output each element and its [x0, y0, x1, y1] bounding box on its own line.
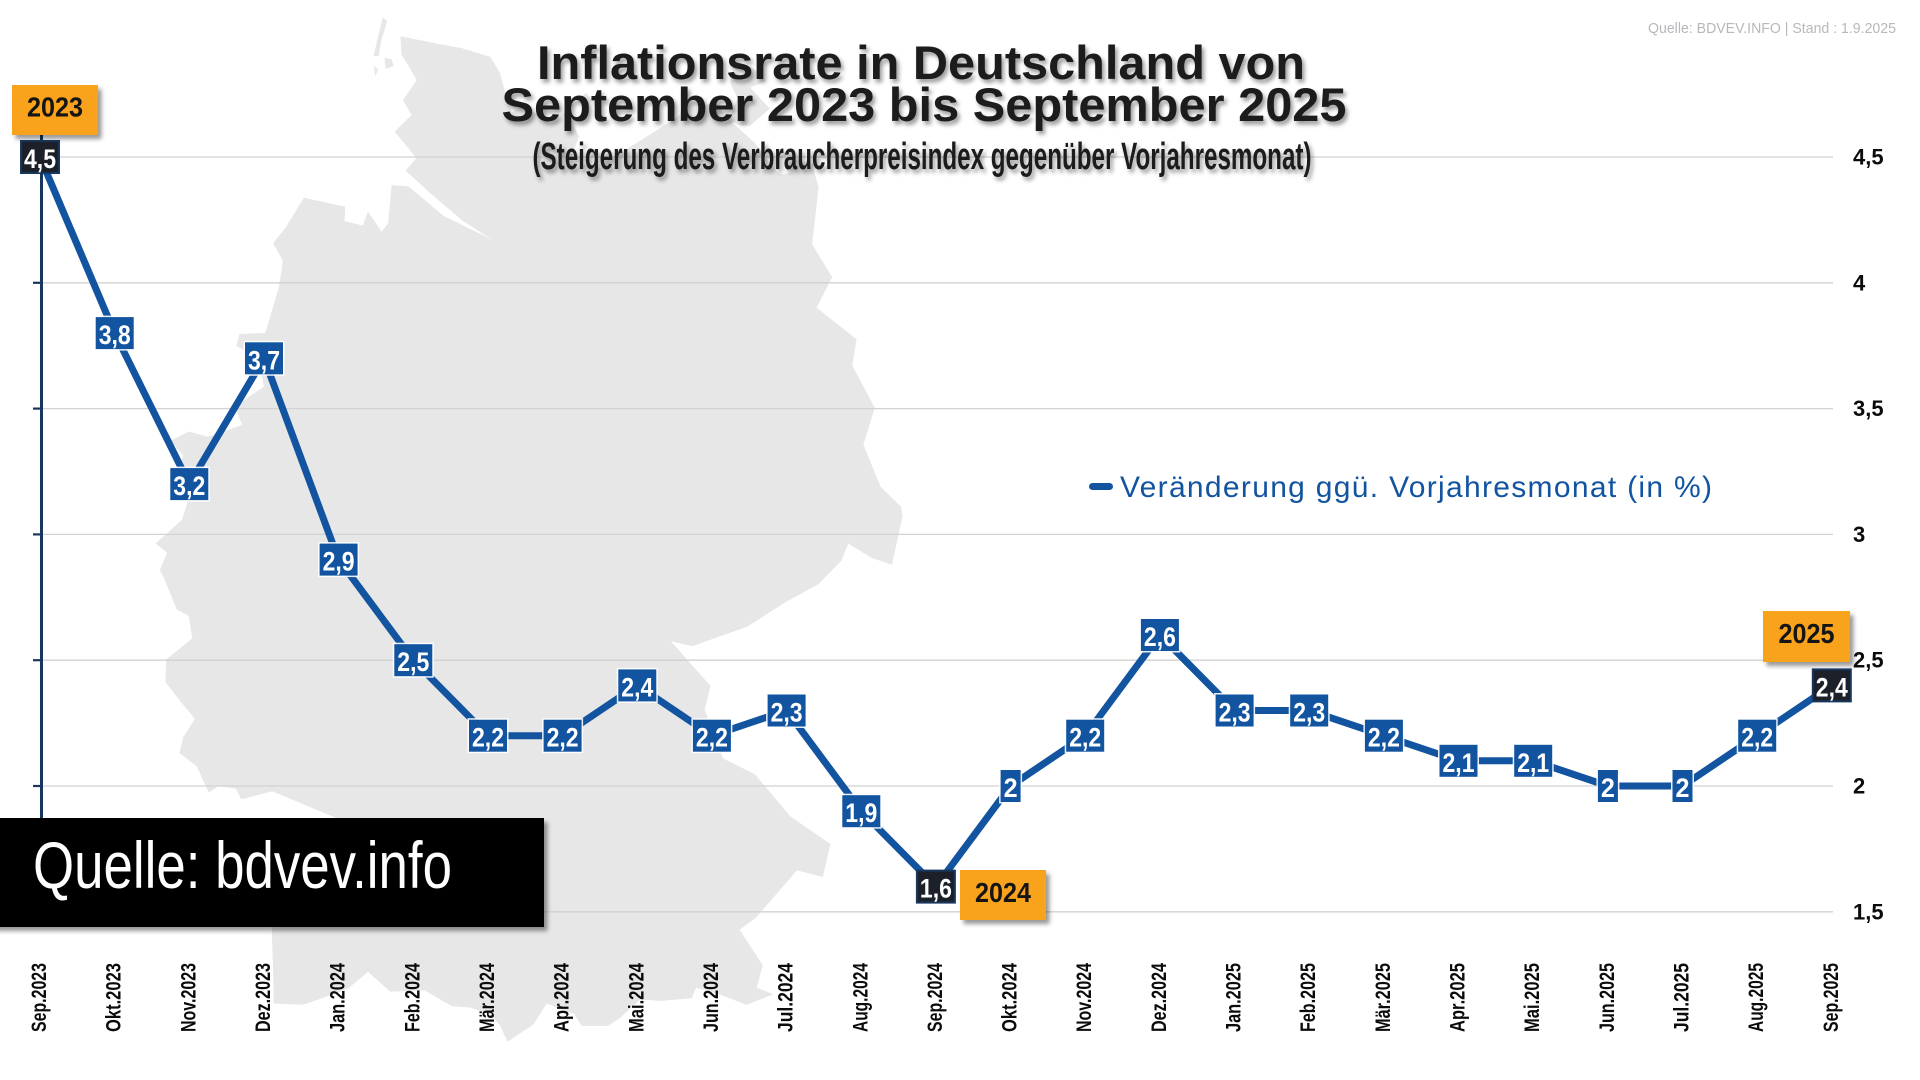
svg-text:Dez.2024: Dez.2024	[1148, 963, 1171, 1032]
svg-text:2,5: 2,5	[1853, 648, 1884, 673]
svg-text:3,8: 3,8	[99, 320, 131, 350]
svg-text:2,3: 2,3	[771, 698, 803, 728]
svg-text:2024: 2024	[975, 877, 1031, 908]
svg-text:2,9: 2,9	[323, 547, 355, 577]
svg-text:4,5: 4,5	[24, 144, 56, 174]
svg-text:Sep.2024: Sep.2024	[924, 963, 947, 1032]
svg-text:3,5: 3,5	[1853, 396, 1884, 421]
svg-text:2: 2	[1004, 773, 1018, 803]
svg-text:1,9: 1,9	[845, 798, 877, 828]
svg-text:2,6: 2,6	[1144, 622, 1176, 652]
svg-text:2,1: 2,1	[1443, 748, 1475, 778]
svg-text:Mai.2024: Mai.2024	[625, 963, 648, 1032]
svg-text:Jul.2025: Jul.2025	[1671, 963, 1694, 1032]
svg-text:(Steigerung des Verbraucherpre: (Steigerung des Verbraucherpreisindex ge…	[533, 136, 1312, 178]
svg-text:Feb.2025: Feb.2025	[1297, 963, 1320, 1032]
svg-text:2,2: 2,2	[696, 723, 728, 753]
svg-text:Mär.2025: Mär.2025	[1372, 963, 1395, 1032]
svg-text:2,4: 2,4	[1816, 672, 1848, 702]
svg-text:Nov.2023: Nov.2023	[177, 963, 200, 1032]
svg-text:2023: 2023	[27, 92, 83, 123]
svg-text:2,2: 2,2	[547, 723, 579, 753]
svg-text:Apr.2025: Apr.2025	[1447, 963, 1470, 1032]
svg-text:Nov.2024: Nov.2024	[1073, 963, 1096, 1032]
svg-text:2,4: 2,4	[621, 672, 653, 702]
svg-text:Feb.2024: Feb.2024	[401, 963, 424, 1032]
svg-text:2,2: 2,2	[1741, 723, 1773, 753]
svg-text:2,1: 2,1	[1517, 748, 1549, 778]
svg-text:Jan.2025: Jan.2025	[1223, 963, 1246, 1032]
svg-text:3: 3	[1853, 522, 1865, 547]
svg-text:2,2: 2,2	[472, 723, 504, 753]
svg-text:Aug.2025: Aug.2025	[1745, 963, 1768, 1032]
svg-text:3,7: 3,7	[248, 345, 280, 375]
svg-text:4: 4	[1853, 270, 1866, 295]
svg-text:Sep.2023: Sep.2023	[28, 963, 51, 1032]
svg-text:3,2: 3,2	[173, 471, 205, 501]
svg-text:Mär.2024: Mär.2024	[476, 963, 499, 1032]
svg-text:Mai.2025: Mai.2025	[1521, 963, 1544, 1032]
svg-text:2025: 2025	[1779, 618, 1835, 649]
svg-text:4,5: 4,5	[1853, 145, 1884, 170]
svg-text:Quelle: BDVEV.INFO | Stand : 1: Quelle: BDVEV.INFO | Stand : 1.9.2025	[1648, 20, 1896, 37]
svg-text:2: 2	[1853, 774, 1865, 799]
svg-text:Inflationsrate in Deutschland: Inflationsrate in Deutschland von	[537, 36, 1305, 89]
svg-text:1,6: 1,6	[920, 874, 952, 904]
svg-text:Okt.2024: Okt.2024	[999, 963, 1022, 1032]
svg-text:Apr.2024: Apr.2024	[551, 963, 574, 1032]
svg-text:2,3: 2,3	[1293, 698, 1325, 728]
svg-text:Dez.2023: Dez.2023	[252, 963, 275, 1032]
svg-text:2,5: 2,5	[397, 647, 429, 677]
svg-text:Sep.2025: Sep.2025	[1820, 963, 1843, 1032]
svg-text:Veränderung ggü. Vorjahresmona: Veränderung ggü. Vorjahresmonat (in %)	[1120, 471, 1712, 504]
svg-text:Quelle: bdvev.info: Quelle: bdvev.info	[33, 828, 452, 902]
svg-text:2,2: 2,2	[1069, 723, 1101, 753]
svg-text:Jul.2024: Jul.2024	[775, 963, 798, 1032]
svg-text:Jan.2024: Jan.2024	[327, 963, 350, 1032]
svg-text:Aug.2024: Aug.2024	[849, 963, 872, 1032]
svg-text:September 2023 bis September 2: September 2023 bis September 2025	[502, 78, 1347, 131]
svg-text:2: 2	[1601, 773, 1615, 803]
svg-text:Jun.2024: Jun.2024	[700, 963, 723, 1032]
svg-text:2,3: 2,3	[1219, 698, 1251, 728]
svg-text:2: 2	[1676, 773, 1690, 803]
svg-text:Okt.2023: Okt.2023	[103, 963, 126, 1032]
svg-text:1,5: 1,5	[1853, 899, 1884, 924]
svg-text:Jun.2025: Jun.2025	[1596, 963, 1619, 1032]
svg-text:2,2: 2,2	[1368, 723, 1400, 753]
